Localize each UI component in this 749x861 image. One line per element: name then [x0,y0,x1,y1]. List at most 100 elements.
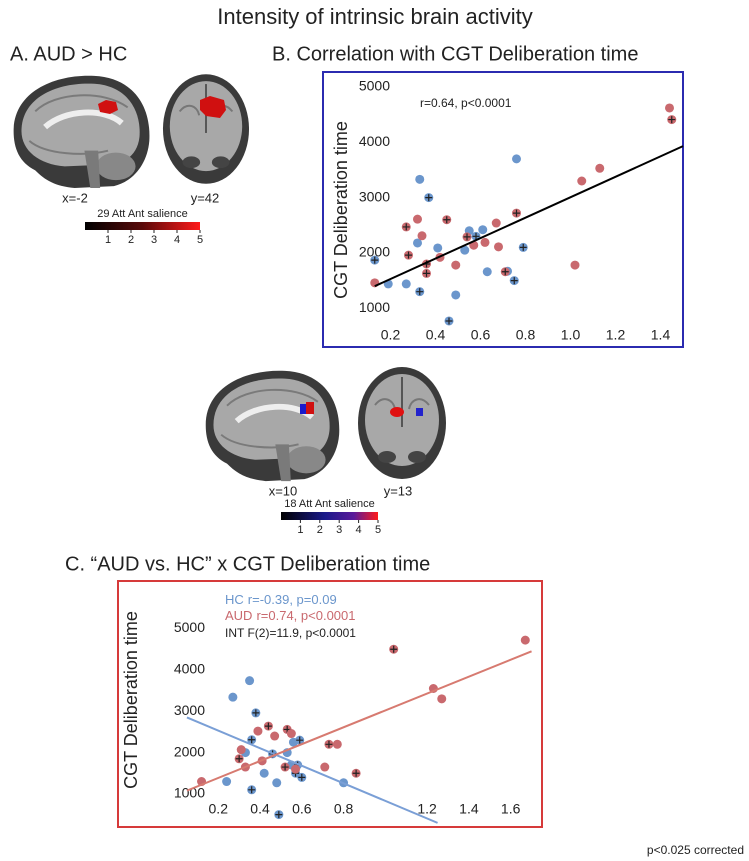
data-point [228,692,238,702]
data-point [401,279,411,289]
data-point [451,290,461,300]
x-tick-label: 0.6 [292,801,312,817]
data-point [413,238,422,248]
x-tick-label: 1.0 [561,327,581,343]
y-tick-label: 1000 [174,785,205,801]
data-point [270,731,280,741]
data-point [491,218,501,228]
plot-frame [117,580,543,828]
colorbar-title: 18 Att Ant salience [284,498,375,510]
y-tick-label: 4000 [359,133,390,149]
colorbar-title: 29 Att Ant salience [97,208,188,220]
x-tick-label: 1.6 [501,801,521,817]
data-point [259,768,269,778]
activation-blob [300,404,308,414]
y-tick-label: 1000 [359,299,390,315]
cross-marker [443,216,451,224]
y-axis-title: CGT Deliberation time [121,611,141,789]
y-tick-label: 2000 [174,743,205,759]
cross-marker [283,725,291,733]
cross-marker [445,317,453,325]
cross-marker [501,268,509,276]
activation-blob [200,96,226,118]
cross-marker [296,736,304,744]
data-point [520,635,530,645]
cross-marker [298,773,306,781]
cross-marker [248,786,256,794]
x-tick-label: 0.4 [250,801,270,817]
cross-marker [416,288,424,296]
cross-marker [510,277,518,285]
cross-marker [248,736,256,744]
y-tick-label: 5000 [359,78,390,94]
data-point [570,260,580,270]
brain-sagittal [14,76,150,188]
data-point [577,176,587,186]
cross-marker [252,709,260,717]
cross-marker [281,763,289,771]
colorbar-tick-label: 3 [151,234,157,246]
data-point [417,231,427,241]
data-point [595,163,605,173]
chart-title: C. “AUD vs. HC” x CGT Deliberation time [65,553,430,575]
fit-line [186,650,532,792]
data-point [437,694,447,704]
data-point [245,676,255,686]
annotation: INT F(2)=11.9, p<0.0001 [225,626,356,640]
cross-marker [513,209,520,217]
data-point [253,726,263,736]
cross-marker [371,256,379,264]
cross-marker [423,269,430,277]
cross-marker [402,223,410,231]
cross-marker [668,116,676,124]
cross-marker [405,251,412,259]
activation-blob [390,407,404,417]
x-tick-label: 0.2 [209,801,229,817]
footnote: p<0.025 corrected [647,843,744,857]
data-point [512,154,521,164]
y-axis-title: CGT Deliberation time [331,121,351,299]
brain-coronal [357,365,447,481]
cross-marker [275,811,283,819]
brain-sagittal [206,371,340,481]
colorbar [85,222,200,230]
figure-title: Intensity of intrinsic brain activity [217,4,532,29]
colorbar-tick-label: 3 [336,524,342,536]
colorbar-tick-label: 5 [197,234,203,246]
plot-frame [322,71,684,348]
cross-marker [235,755,243,763]
data-point [222,777,232,787]
x-tick-label: 0.4 [426,327,446,343]
colorbar-tick-label: 1 [105,234,111,246]
legend-name: HC [225,592,244,607]
slice-label: y=42 [191,190,220,205]
data-point [413,214,422,224]
fit-line [186,716,438,824]
y-tick-label: 3000 [359,188,390,204]
legend-entry: AUD r=0.74, p<0.0001 [225,608,355,623]
data-point [332,739,342,749]
data-point [478,225,488,235]
chart-title: B. Correlation with CGT Deliberation tim… [272,43,638,65]
slice-label: x=-2 [62,190,88,205]
x-tick-label: 1.2 [417,801,437,817]
slice-label: x=10 [269,483,298,498]
data-point [320,762,330,772]
fit-line [374,145,684,288]
activation-blob [98,100,118,114]
y-tick-label: 3000 [174,702,205,718]
y-tick-label: 5000 [174,619,205,635]
legend-stats: r=0.74, p<0.0001 [256,608,355,623]
data-point [415,174,425,184]
colorbar-tick-label: 1 [297,524,303,536]
legend-name: AUD [225,608,252,623]
x-tick-label: 0.6 [471,327,491,343]
data-point [482,267,492,277]
brain-coronal [162,73,250,185]
data-point [433,243,443,253]
data-point [451,260,461,270]
slice-label: y=13 [384,483,413,498]
colorbar-tick-label: 4 [174,234,180,246]
activation-blob [416,408,423,416]
